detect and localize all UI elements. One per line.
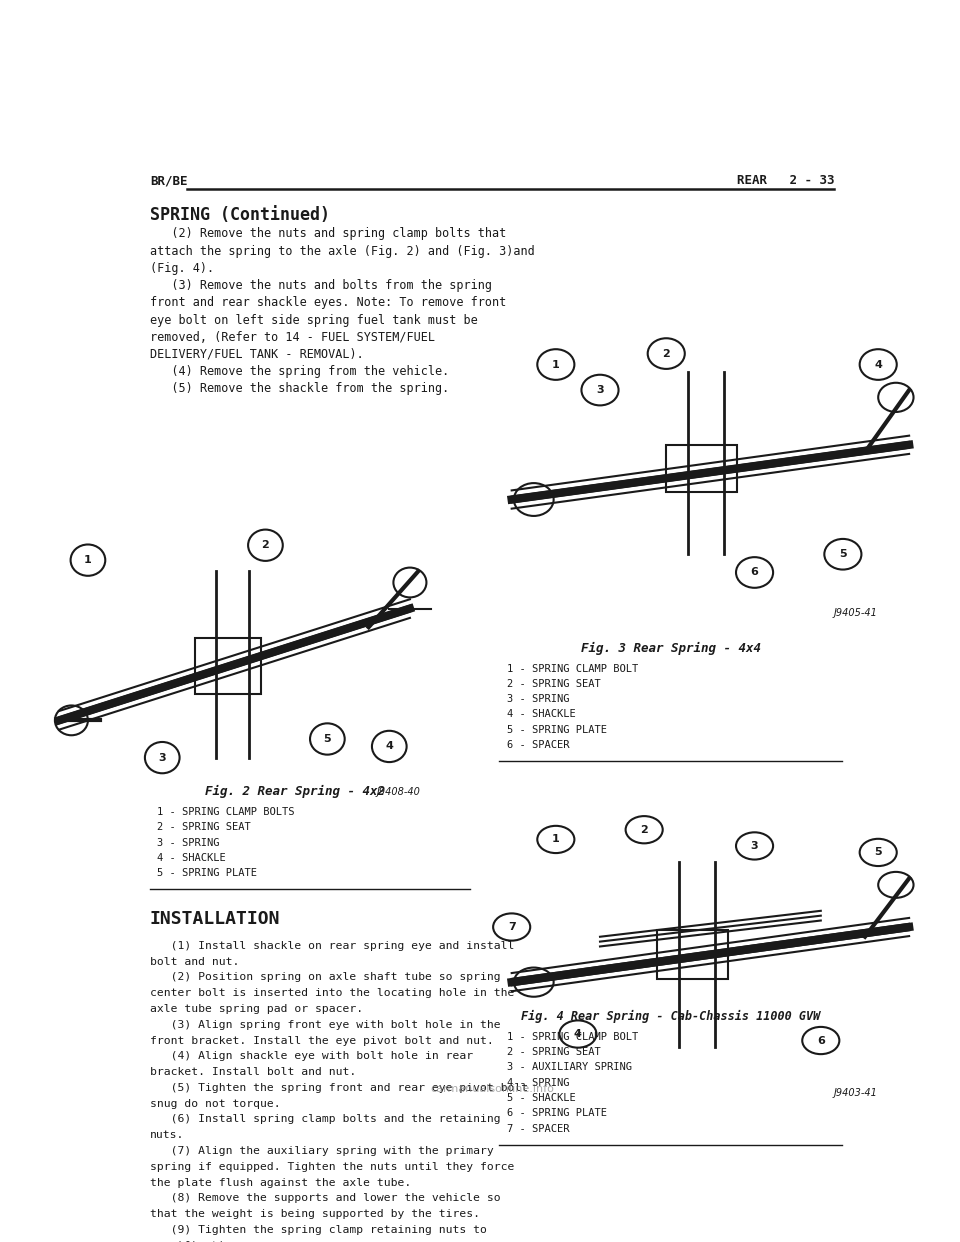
Text: 4 - SHACKLE: 4 - SHACKLE: [157, 853, 226, 863]
Text: (7) Align the auxiliary spring with the primary: (7) Align the auxiliary spring with the …: [150, 1146, 493, 1156]
Text: Fig. 3 Rear Spring - 4x4: Fig. 3 Rear Spring - 4x4: [581, 642, 760, 655]
Text: (Fig. 4).: (Fig. 4).: [150, 262, 214, 274]
Text: carmanualsonline.info: carmanualsonline.info: [430, 1084, 554, 1094]
Text: 3: 3: [596, 385, 604, 395]
Text: (4) Align shackle eye with bolt hole in rear: (4) Align shackle eye with bolt hole in …: [150, 1051, 473, 1062]
Text: 3: 3: [158, 753, 166, 763]
Text: 1: 1: [84, 555, 92, 565]
Text: 3 - AUXILIARY SPRING: 3 - AUXILIARY SPRING: [507, 1062, 632, 1072]
Text: 5 - SPRING PLATE: 5 - SPRING PLATE: [157, 868, 257, 878]
Text: (2) Remove the nuts and spring clamp bolts that: (2) Remove the nuts and spring clamp bol…: [150, 227, 506, 241]
Text: 5: 5: [324, 734, 331, 744]
Text: nuts.: nuts.: [150, 1130, 184, 1140]
Text: front and rear shackle eyes. Note: To remove front: front and rear shackle eyes. Note: To re…: [150, 297, 506, 309]
Text: 1 - SPRING CLAMP BOLT: 1 - SPRING CLAMP BOLT: [507, 663, 638, 673]
Text: 4: 4: [574, 1030, 582, 1040]
Text: 5 - SHACKLE: 5 - SHACKLE: [507, 1093, 576, 1103]
Text: DELIVERY/FUEL TANK - REMOVAL).: DELIVERY/FUEL TANK - REMOVAL).: [150, 348, 364, 361]
Text: 1: 1: [552, 835, 560, 845]
FancyBboxPatch shape: [195, 638, 261, 694]
Text: 2: 2: [640, 825, 648, 835]
Text: 2 - SPRING SEAT: 2 - SPRING SEAT: [157, 822, 251, 832]
Text: 4 - SPRING: 4 - SPRING: [507, 1078, 569, 1088]
Text: 3 - SPRING: 3 - SPRING: [157, 837, 220, 847]
Text: axle tube spring pad or spacer.: axle tube spring pad or spacer.: [150, 1004, 363, 1013]
Text: 1: 1: [552, 359, 560, 370]
Text: snug do not torque.: snug do not torque.: [150, 1099, 280, 1109]
Text: SPRING (Continued): SPRING (Continued): [150, 206, 330, 225]
Text: 1 - SPRING CLAMP BOLTS: 1 - SPRING CLAMP BOLTS: [157, 807, 295, 817]
Text: bracket. Install bolt and nut.: bracket. Install bolt and nut.: [150, 1067, 356, 1077]
Text: attach the spring to the axle (Fig. 2) and (Fig. 3)and: attach the spring to the axle (Fig. 2) a…: [150, 245, 535, 257]
Text: Fig. 2 Rear Spring - 4x2: Fig. 2 Rear Spring - 4x2: [204, 785, 385, 799]
Text: 7: 7: [508, 922, 516, 932]
Text: J9408-40: J9408-40: [377, 787, 420, 797]
Text: INSTALLATION: INSTALLATION: [150, 910, 280, 928]
Text: (3) Remove the nuts and bolts from the spring: (3) Remove the nuts and bolts from the s…: [150, 279, 492, 292]
FancyBboxPatch shape: [666, 445, 737, 492]
Text: 6: 6: [817, 1036, 825, 1046]
Text: 5: 5: [839, 549, 847, 559]
Text: 5: 5: [875, 847, 882, 857]
Text: bolt and nut.: bolt and nut.: [150, 956, 239, 966]
FancyBboxPatch shape: [658, 930, 728, 979]
Text: 4 - SHACKLE: 4 - SHACKLE: [507, 709, 576, 719]
Text: 3 - SPRING: 3 - SPRING: [507, 694, 569, 704]
Text: 7 - SPACER: 7 - SPACER: [507, 1124, 569, 1134]
Text: 6 - SPACER: 6 - SPACER: [507, 740, 569, 750]
Text: (6) Install spring clamp bolts and the retaining: (6) Install spring clamp bolts and the r…: [150, 1114, 500, 1124]
Text: Fig. 4 Rear Spring - Cab-Chassis 11000 GVW: Fig. 4 Rear Spring - Cab-Chassis 11000 G…: [521, 1010, 820, 1023]
Text: 1 - SPRING CLAMP BOLT: 1 - SPRING CLAMP BOLT: [507, 1032, 638, 1042]
Text: 2: 2: [662, 349, 670, 359]
Text: (5) Tighten the spring front and rear eye pivot bolt: (5) Tighten the spring front and rear ey…: [150, 1083, 528, 1093]
Text: that the weight is being supported by the tires.: that the weight is being supported by th…: [150, 1210, 480, 1220]
Text: eye bolt on left side spring fuel tank must be: eye bolt on left side spring fuel tank m…: [150, 313, 477, 327]
Text: (3) Align spring front eye with bolt hole in the: (3) Align spring front eye with bolt hol…: [150, 1020, 500, 1030]
Text: (5) Remove the shackle from the spring.: (5) Remove the shackle from the spring.: [150, 383, 449, 395]
Text: 6: 6: [751, 568, 758, 578]
Text: front bracket. Install the eye pivot bolt and nut.: front bracket. Install the eye pivot bol…: [150, 1036, 493, 1046]
Text: 4: 4: [875, 359, 882, 370]
Text: (1) Install shackle on rear spring eye and install: (1) Install shackle on rear spring eye a…: [150, 941, 515, 951]
Text: 2: 2: [261, 540, 270, 550]
Text: center bolt is inserted into the locating hole in the: center bolt is inserted into the locatin…: [150, 989, 515, 999]
Text: spring if equipped. Tighten the nuts until they force: spring if equipped. Tighten the nuts unt…: [150, 1161, 515, 1171]
Text: (8) Remove the supports and lower the vehicle so: (8) Remove the supports and lower the ve…: [150, 1194, 500, 1203]
Text: 5 - SPRING PLATE: 5 - SPRING PLATE: [507, 725, 607, 735]
Text: specifications: specifications: [150, 1241, 246, 1242]
Text: 2 - SPRING SEAT: 2 - SPRING SEAT: [507, 679, 601, 689]
Text: J9403-41: J9403-41: [834, 1088, 878, 1098]
Text: (4) Remove the spring from the vehicle.: (4) Remove the spring from the vehicle.: [150, 365, 449, 378]
Text: BR/BE: BR/BE: [150, 174, 187, 188]
Text: 3: 3: [751, 841, 758, 851]
Text: (9) Tighten the spring clamp retaining nuts to: (9) Tighten the spring clamp retaining n…: [150, 1225, 487, 1235]
Text: (2) Position spring on axle shaft tube so spring: (2) Position spring on axle shaft tube s…: [150, 972, 500, 982]
Text: removed, (Refer to 14 - FUEL SYSTEM/FUEL: removed, (Refer to 14 - FUEL SYSTEM/FUEL: [150, 330, 435, 344]
Text: REAR   2 - 33: REAR 2 - 33: [736, 174, 834, 188]
Text: 2 - SPRING SEAT: 2 - SPRING SEAT: [507, 1047, 601, 1057]
Text: 6 - SPRING PLATE: 6 - SPRING PLATE: [507, 1108, 607, 1118]
Text: the plate flush against the axle tube.: the plate flush against the axle tube.: [150, 1177, 411, 1187]
Text: J9405-41: J9405-41: [834, 609, 878, 619]
Text: 4: 4: [385, 741, 394, 751]
